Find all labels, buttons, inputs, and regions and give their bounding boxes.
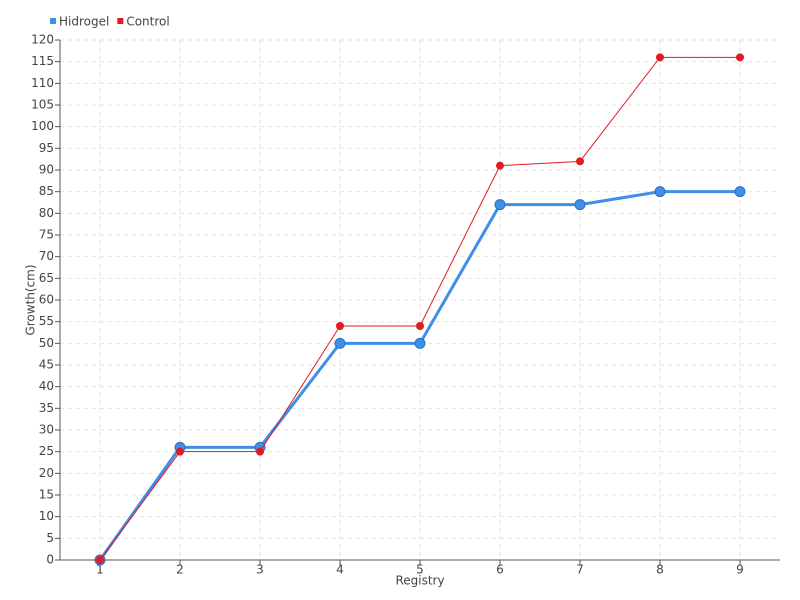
data-point [576, 157, 584, 166]
y-tick-label: 40 [39, 379, 54, 393]
data-point [96, 556, 104, 564]
x-tick-label: 1 [96, 563, 104, 577]
x-tick-label: 5 [416, 563, 424, 577]
legend-swatch [50, 18, 56, 24]
y-tick-label: 80 [39, 206, 54, 220]
data-point [736, 53, 744, 62]
legend-label: Hidrogel [59, 15, 109, 29]
x-tick-label: 9 [736, 563, 744, 577]
data-point [256, 447, 264, 456]
x-axis-label: Registry [395, 574, 444, 588]
y-tick-label: 0 [46, 553, 54, 567]
y-tick-label: 25 [39, 444, 54, 458]
y-tick-label: 35 [39, 401, 54, 415]
y-tick-label: 65 [39, 271, 54, 285]
data-point [414, 337, 426, 349]
y-tick-label: 110 [31, 76, 54, 90]
y-tick-label: 100 [31, 119, 54, 133]
y-tick-label: 45 [39, 358, 54, 372]
y-tick-label: 120 [31, 33, 54, 47]
y-tick-label: 85 [39, 184, 54, 198]
legend-swatch [117, 18, 124, 24]
x-tick-label: 7 [576, 563, 584, 577]
data-point [734, 186, 746, 198]
y-tick-label: 20 [39, 466, 54, 480]
data-point [656, 53, 664, 62]
y-tick-label: 60 [39, 293, 54, 307]
x-tick-label: 6 [496, 563, 504, 577]
y-tick-label: 105 [31, 98, 54, 112]
y-tick-label: 95 [39, 141, 54, 155]
data-point [336, 322, 344, 330]
data-point [574, 199, 586, 211]
y-axis-label: Growth(cm) [24, 264, 38, 335]
data-point [176, 447, 184, 456]
x-tick-label: 2 [176, 563, 184, 577]
data-point [494, 199, 506, 211]
x-tick-label: 4 [336, 563, 344, 577]
y-tick-label: 30 [39, 423, 54, 437]
y-tick-label: 5 [46, 531, 54, 545]
data-point [334, 337, 346, 349]
x-tick-label: 3 [256, 563, 264, 577]
y-tick-label: 115 [31, 54, 54, 68]
series-line [99, 56, 740, 561]
data-point [654, 186, 666, 198]
y-tick-label: 90 [39, 163, 54, 177]
x-tick-label: 8 [656, 563, 664, 577]
data-point [496, 161, 504, 170]
y-tick-label: 55 [39, 314, 54, 328]
y-tick-label: 10 [39, 509, 54, 523]
data-point [416, 322, 424, 330]
y-tick-label: 15 [39, 488, 54, 502]
y-tick-label: 50 [39, 336, 54, 350]
legend-label: Control [126, 15, 169, 29]
y-tick-label: 70 [39, 249, 54, 263]
y-tick-label: 75 [39, 228, 54, 242]
